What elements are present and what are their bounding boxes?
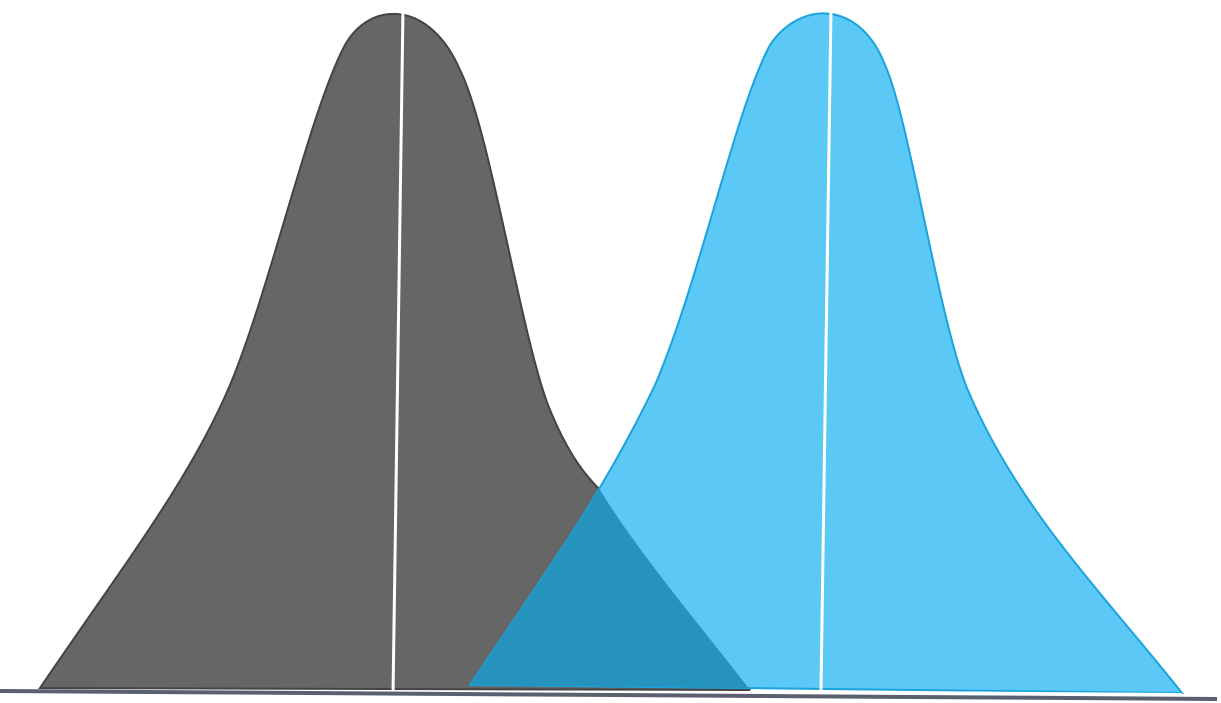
blue-center-line <box>819 7 833 691</box>
blue-base-line <box>749 690 1183 695</box>
baseline <box>0 689 1218 701</box>
gray-center-line <box>391 7 405 696</box>
